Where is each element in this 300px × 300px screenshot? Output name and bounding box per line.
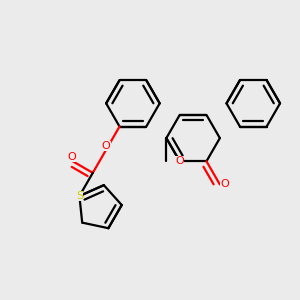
Text: O: O bbox=[68, 152, 76, 162]
Text: O: O bbox=[175, 156, 184, 166]
Text: O: O bbox=[220, 179, 229, 189]
Text: O: O bbox=[102, 141, 110, 151]
Text: S: S bbox=[76, 191, 83, 201]
